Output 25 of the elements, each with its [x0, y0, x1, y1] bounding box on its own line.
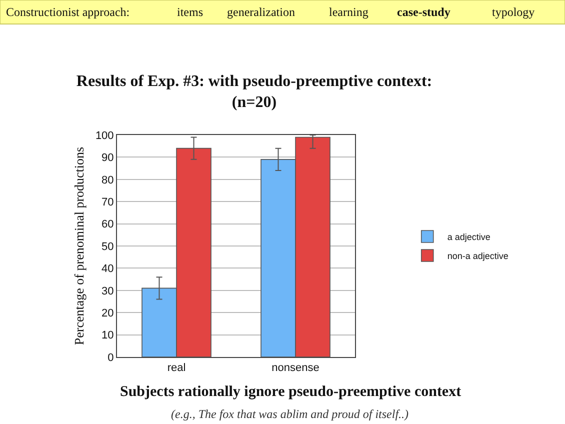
- text: items: [177, 5, 204, 19]
- text: generalization: [227, 5, 295, 19]
- text: Constructionist approach:: [6, 5, 130, 19]
- y-tick-label: 90: [102, 152, 114, 164]
- y-tick-label: 0: [108, 352, 114, 364]
- y-axis-title: Percentage of prenominal productions: [71, 146, 86, 346]
- y-tick-label: 100: [95, 130, 114, 142]
- text: Subjects rationally ignore pseudo-preemptive context: [120, 384, 462, 400]
- legend-label: a adjective: [447, 232, 490, 242]
- text: typology: [492, 5, 535, 19]
- text: learning: [329, 5, 368, 19]
- y-tick-label: 40: [102, 263, 114, 276]
- y-tick-label: 10: [102, 330, 114, 342]
- y-tick-label: 70: [102, 196, 114, 208]
- y-tick-label: 80: [102, 174, 114, 186]
- legend-label: non-a adjective: [447, 251, 508, 262]
- y-tick-label: 60: [102, 218, 114, 231]
- x-tick-label: nonsense: [272, 362, 320, 374]
- y-tick-label: 30: [102, 285, 114, 298]
- text: case-study: [397, 5, 450, 19]
- text: (e.g., The fox that was ablim and proud of itself..): [171, 407, 409, 421]
- y-tick-label: 50: [102, 240, 114, 253]
- chart-title: Results of Exp. #3: with pseudo-preemptive context: (n=20): [76, 73, 432, 111]
- x-tick-label: real: [167, 362, 186, 374]
- y-tick-label: 20: [102, 307, 114, 320]
